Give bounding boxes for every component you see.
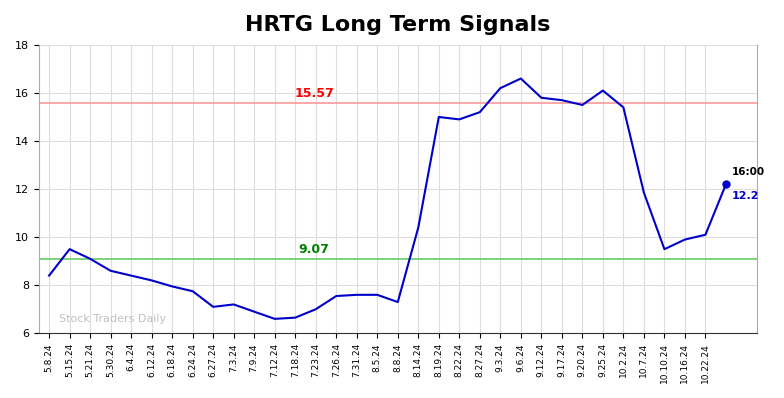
Text: Stock Traders Daily: Stock Traders Daily bbox=[60, 314, 166, 324]
Text: 15.57: 15.57 bbox=[294, 87, 334, 100]
Title: HRTG Long Term Signals: HRTG Long Term Signals bbox=[245, 15, 550, 35]
Text: 12.2: 12.2 bbox=[732, 191, 760, 201]
Text: 16:00: 16:00 bbox=[732, 167, 765, 177]
Text: 9.07: 9.07 bbox=[299, 243, 329, 256]
